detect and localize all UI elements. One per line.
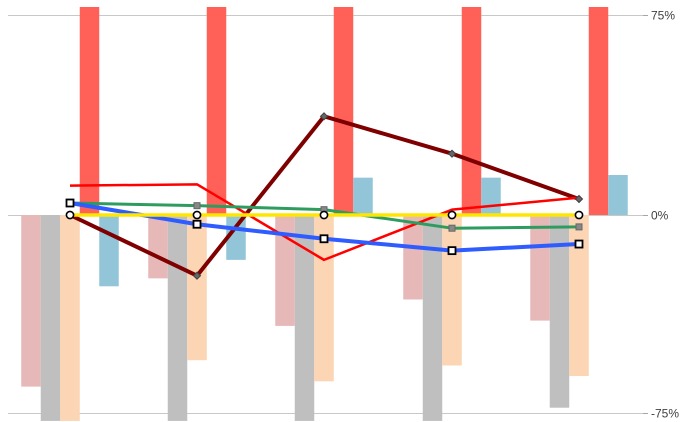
y-axis: 75% 0% -75%: [643, 9, 679, 421]
bar-series3-cat5: [569, 215, 589, 377]
line-series5-point-5: [574, 210, 584, 220]
y-tick-label: 0%: [651, 209, 669, 223]
line-series5-point-1: [65, 210, 75, 220]
bar-series2-cat4: [422, 215, 443, 421]
line-series1-point-5: [574, 194, 584, 204]
line-series1-point-4: [447, 149, 457, 158]
bar-series5-cat5: [608, 175, 628, 215]
bar-series1-cat1: [21, 215, 41, 387]
line-series4-point-4: [447, 246, 457, 256]
line-series4-point-3: [319, 234, 329, 244]
bar-series3-cat2: [187, 215, 207, 361]
bar-series2-cat3: [294, 215, 315, 421]
bar-series1-cat3: [275, 215, 295, 326]
bar-series4-cat5: [588, 7, 609, 215]
line-series5-point-4: [447, 210, 457, 220]
line-series4-point-2: [192, 219, 202, 229]
bar-series4-cat2: [206, 7, 227, 215]
bar-series4-cat4: [461, 7, 482, 215]
line-series5-point-3: [319, 210, 329, 220]
bar-series5-cat4: [481, 177, 501, 215]
bar-series4-cat1: [79, 7, 100, 215]
bar-series5-cat3: [353, 177, 373, 215]
line-series1-point-2: [192, 271, 202, 280]
bar-series3-cat1: [60, 215, 80, 421]
line-series3-point-5: [575, 223, 583, 231]
y-tick-label: 75%: [651, 9, 675, 23]
bar-series4-cat3: [333, 7, 354, 215]
line-series1-point-3: [319, 112, 329, 121]
line-series3-point-4: [448, 224, 456, 232]
y-tick-label: -75%: [651, 407, 679, 421]
bar-series2-cat2: [167, 215, 188, 421]
bar-series1-cat5: [530, 215, 550, 321]
line-series5-point-2: [192, 210, 202, 220]
line-series3-point-2: [193, 202, 201, 210]
bar-series2-cat5: [549, 215, 570, 408]
bar-series1-cat4: [403, 215, 423, 300]
bar-series3-cat4: [442, 215, 462, 366]
bar-series1-cat2: [148, 215, 168, 279]
line-markers: [65, 112, 584, 280]
line-series2: [69, 183, 580, 262]
bar-series5-cat1: [99, 215, 119, 287]
line-series4-point-5: [574, 239, 584, 249]
bar-series2-cat1: [40, 215, 61, 421]
line-series4-point-1: [65, 198, 75, 208]
bars: [21, 7, 628, 421]
